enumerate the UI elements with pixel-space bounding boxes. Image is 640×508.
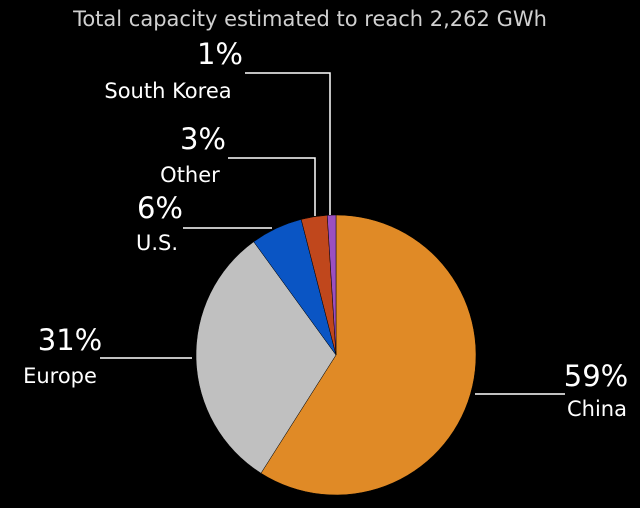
slice-category-label: Europe bbox=[23, 364, 97, 388]
slice-category-label: South Korea bbox=[104, 79, 231, 103]
slice-value-label: 6% bbox=[137, 191, 183, 225]
chart-title: Total capacity estimated to reach 2,262 … bbox=[72, 7, 547, 31]
leader-line bbox=[228, 157, 316, 216]
slice-category-label: China bbox=[567, 397, 627, 421]
pie-slice bbox=[326, 214, 337, 356]
pie-slice bbox=[195, 241, 337, 474]
slice-category-label: Other bbox=[160, 163, 220, 187]
slice-category-label: U.S. bbox=[136, 231, 178, 255]
leader-line bbox=[245, 72, 331, 215]
pie-slice bbox=[260, 214, 477, 496]
slice-value-label: 59% bbox=[564, 359, 628, 393]
slice-value-label: 31% bbox=[38, 323, 102, 357]
slice-value-label: 3% bbox=[180, 122, 226, 156]
slice-value-label: 1% bbox=[197, 37, 243, 71]
